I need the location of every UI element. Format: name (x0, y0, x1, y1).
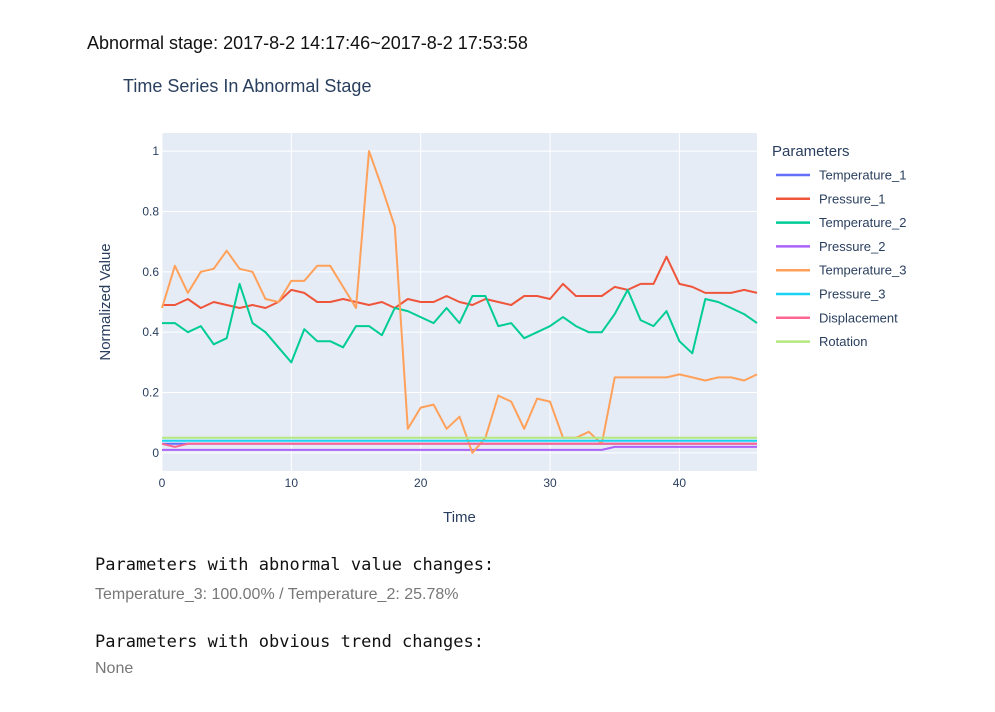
chart-container: 0 0.2 0.4 0.6 0.8 1 0 10 20 30 40 Time Series In Ab… (0, 60, 995, 540)
x-tick-label: 30 (543, 476, 557, 490)
y-axis-label: Normalized Value (97, 243, 114, 360)
series-line-temperature_2 (162, 282, 758, 364)
legend-item-temperature_3: Temperature_3 (819, 263, 906, 278)
y-tick-label: 0.6 (142, 265, 159, 279)
legend-item-pressure_3: Pressure_3 (819, 287, 885, 302)
legend-item-temperature_1: Temperature_1 (819, 168, 906, 183)
x-tick-label: 40 (673, 476, 687, 490)
x-tick-label: 10 (285, 476, 299, 490)
series-line-displacement (161, 442, 757, 448)
legend-item-displacement: Displacement (819, 310, 898, 325)
chart-title: Time Series In Abnormal Stage (123, 76, 371, 96)
legend-title: Parameters (772, 143, 850, 160)
legend-item-temperature_2: Temperature_2 (819, 215, 906, 230)
series-line-temperature_3 (161, 150, 758, 454)
trend-changes-value: None (95, 660, 134, 677)
legend-item-pressure_2: Pressure_2 (819, 239, 885, 254)
x-tick-label: 0 (159, 476, 166, 490)
series-line-pressure_2 (162, 445, 757, 451)
x-tick-label: 20 (414, 476, 428, 490)
y-tick-label: 0.2 (142, 386, 159, 400)
legend-item-rotation: Rotation (819, 334, 867, 349)
x-axis-label: Time (443, 509, 476, 526)
series-line-pressure_1 (162, 255, 758, 309)
legend-item-pressure_1: Pressure_1 (819, 191, 885, 206)
abnormal-stage-label: Abnormal stage: 2017-8-2 14:17:46~2017-8… (87, 33, 528, 53)
y-tick-label: 0.8 (142, 204, 159, 218)
y-tick-label: 1 (152, 144, 159, 158)
trend-changes-heading: Parameters with obvious trend changes: (95, 632, 484, 652)
y-tick-label: 0 (152, 446, 159, 460)
abnormal-changes-value: Temperature_3: 100.00% / Temperature_2: … (95, 586, 459, 603)
abnormal-changes-heading: Parameters with abnormal value changes: (95, 555, 495, 575)
y-tick-label: 0.4 (142, 325, 159, 339)
